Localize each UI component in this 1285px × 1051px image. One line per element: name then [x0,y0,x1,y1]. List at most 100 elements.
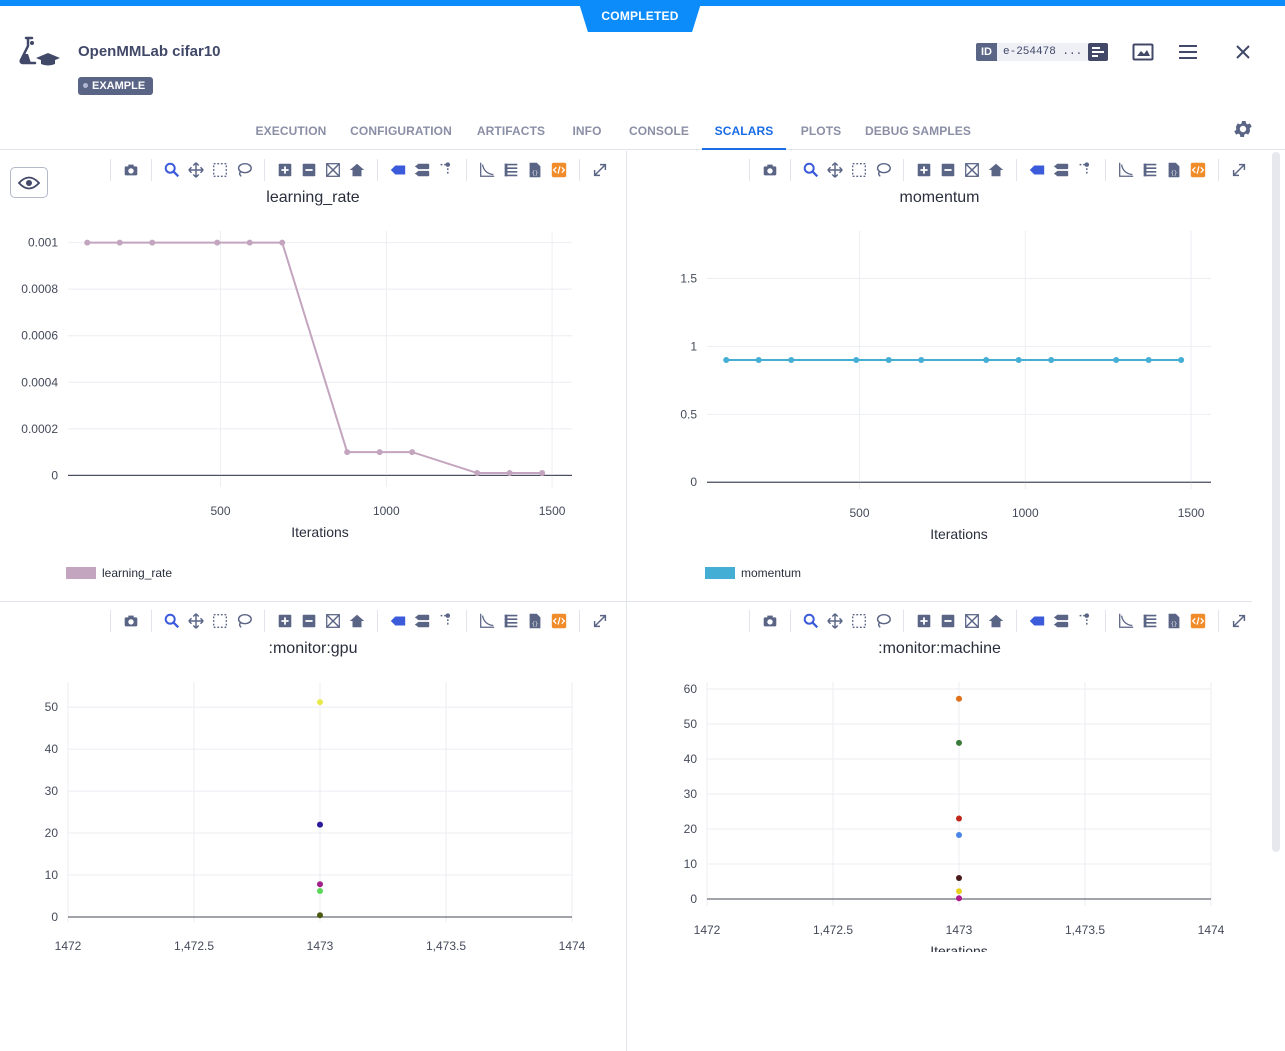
tab-debug-samples[interactable]: DEBUG SAMPLES [865,124,971,138]
data-table-button[interactable] [499,159,523,181]
maximize-button[interactable] [588,610,612,632]
plot-view-button[interactable] [1131,40,1155,64]
reset-axes-button[interactable] [345,610,369,632]
spike-lines-button[interactable] [1073,159,1097,181]
data-table-button[interactable] [1138,610,1162,632]
x-tick-label: 1000 [373,504,400,518]
zoom-button[interactable] [160,610,184,632]
log-scale-button[interactable] [475,159,499,181]
hover-compare-button[interactable] [410,610,434,632]
download-json-button[interactable]: {} [1162,159,1186,181]
chart-monitor-machine[interactable]: 0 10 20 30 40 50 60 1472 1,472.5 1473 1,473.5 1474 I… [627,602,1253,952]
zoom-in-button[interactable] [912,159,936,181]
zoom-button[interactable] [799,159,823,181]
embed-icon [1190,613,1206,629]
embed-button[interactable] [1186,159,1210,181]
log-scale-button[interactable] [1114,159,1138,181]
data-point [317,912,323,919]
embed-button[interactable] [547,159,571,181]
zoom-in-button[interactable] [912,610,936,632]
autoscale-button[interactable] [960,159,984,181]
example-tag[interactable]: EXAMPLE [78,77,154,95]
reset-axes-button[interactable] [984,610,1008,632]
tab-info[interactable]: INFO [572,124,602,138]
chart-monitor-gpu[interactable]: 0 10 20 30 40 50 1472 1,472.5 1473 1,473.5 1474 [0,602,626,952]
chart-legend[interactable]: momentum [705,566,801,580]
tab-plots[interactable]: PLOTS [800,124,842,138]
chart-momentum[interactable]: 0 0.5 1 1.5 500 1000 1500 Iterations [627,151,1253,601]
tab-console[interactable]: CONSOLE [628,124,690,138]
zoom-out-button[interactable] [297,610,321,632]
autoscale-button[interactable] [321,610,345,632]
lasso-button[interactable] [871,610,895,632]
maximize-button[interactable] [588,159,612,181]
hover-compare-button[interactable] [1049,159,1073,181]
zoom-button[interactable] [160,159,184,181]
zoom-out-button[interactable] [297,159,321,181]
close-button[interactable] [1231,40,1255,64]
spike-lines-button[interactable] [1073,610,1097,632]
camera-button[interactable] [119,610,143,632]
hover-compare-button[interactable] [410,159,434,181]
pan-button[interactable] [184,610,208,632]
chart-learning-rate[interactable]: 0 0.0002 0.0004 0.0006 0.0008 0.001 500 1000 150… [0,151,626,601]
hover-closest-button[interactable] [1025,159,1049,181]
log-scale-button[interactable] [1114,610,1138,632]
box-select-button[interactable] [208,159,232,181]
hover-closest-icon [390,165,406,175]
lasso-button[interactable] [871,159,895,181]
hover-closest-button[interactable] [386,610,410,632]
camera-button[interactable] [758,610,782,632]
chart-legend[interactable]: learning_rate [66,566,172,580]
embed-button[interactable] [1186,610,1210,632]
embed-button[interactable] [547,610,571,632]
lasso-button[interactable] [232,610,256,632]
maximize-button[interactable] [1227,159,1251,181]
toggle-visibility-button[interactable] [10,167,48,198]
pan-button[interactable] [823,610,847,632]
spike-lines-button[interactable] [434,159,458,181]
data-table-button[interactable] [1138,159,1162,181]
hover-closest-button[interactable] [386,159,410,181]
modebar-separator [1105,610,1106,632]
zoom-in-button[interactable] [273,159,297,181]
experiment-id-chip[interactable]: ID e-254478 ... [976,43,1089,61]
camera-button[interactable] [119,159,143,181]
box-select-button[interactable] [208,610,232,632]
tab-execution[interactable]: EXECUTION [255,124,327,138]
hover-closest-button[interactable] [1025,610,1049,632]
spike-lines-button[interactable] [434,610,458,632]
zoom-in-button[interactable] [273,610,297,632]
reset-axes-button[interactable] [345,159,369,181]
pan-button[interactable] [184,159,208,181]
pan-button[interactable] [823,159,847,181]
hover-compare-button[interactable] [1049,610,1073,632]
autoscale-button[interactable] [960,610,984,632]
zoom-button[interactable] [799,610,823,632]
tab-artifacts[interactable]: ARTIFACTS [476,124,546,138]
settings-gear-icon[interactable] [1232,118,1254,140]
camera-button[interactable] [758,159,782,181]
autoscale-button[interactable] [321,159,345,181]
maximize-button[interactable] [1227,610,1251,632]
menu-button[interactable] [1176,40,1200,64]
details-icon [1088,43,1108,61]
download-json-button[interactable]: {} [523,159,547,181]
log-scale-button[interactable] [475,610,499,632]
details-button[interactable] [1086,40,1110,64]
data-table-button[interactable] [499,610,523,632]
download-json-button[interactable]: {} [523,610,547,632]
reset-axes-button[interactable] [984,159,1008,181]
data-point [474,470,481,477]
tab-configuration[interactable]: CONFIGURATION [350,124,452,138]
zoom-out-button[interactable] [936,610,960,632]
lasso-button[interactable] [232,159,256,181]
modebar-separator [466,159,467,181]
download-json-button[interactable]: {} [1162,610,1186,632]
box-select-button[interactable] [847,159,871,181]
zoom-out-button[interactable] [936,159,960,181]
scrollbar[interactable] [1272,152,1280,852]
zoom-out-icon [302,163,316,177]
tab-scalars[interactable]: SCALARS [702,113,786,150]
box-select-button[interactable] [847,610,871,632]
